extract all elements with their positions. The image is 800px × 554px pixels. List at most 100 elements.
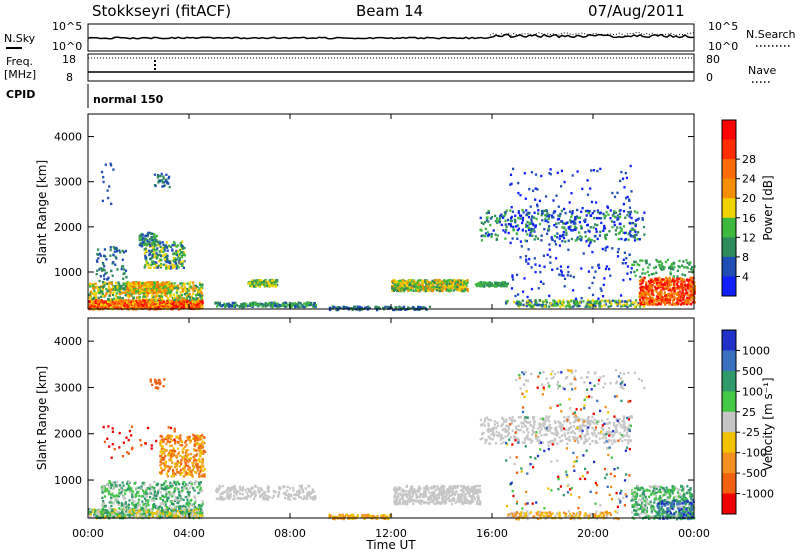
power-cell [589,242,592,245]
power-cell [628,232,631,235]
power-cell [290,305,293,308]
power-cell [144,289,147,292]
power-cell [604,249,607,252]
power-cell [595,201,598,204]
power-cell [398,289,401,292]
power-cell [530,287,533,291]
power-cell [172,252,175,256]
power-cell [597,211,600,214]
power-cell [622,225,626,228]
power-cell [200,285,203,288]
power-cell [666,296,669,299]
power-cell [136,299,139,303]
power-cell [178,259,181,263]
power-cell [122,283,125,286]
power-cell [142,243,145,246]
power-cell [166,257,169,261]
power-cell [110,306,113,309]
power-cell [154,184,157,188]
power-cell [115,246,118,250]
power-cell [680,286,683,290]
power-cell [367,305,370,308]
power-cell [411,282,414,285]
power-cell [663,292,666,295]
power-panel-frame [87,113,695,310]
power-cell [128,303,131,306]
power-cell [556,267,559,270]
power-cell [120,265,124,268]
power-cell [218,301,221,305]
power-cell [100,290,103,293]
power-cell [174,258,177,262]
power-cell [406,281,409,284]
power-cell [122,302,125,305]
power-cell [638,279,641,283]
power-cell [164,285,167,288]
power-cell [197,293,200,297]
power-cell [282,302,285,305]
nsearch-trace [489,31,695,36]
power-cell [691,265,694,269]
power-cell [127,282,130,285]
power-cell [461,282,464,285]
power-cell [693,290,696,294]
power-cell [270,282,273,285]
power-cell [639,302,642,305]
power-cell [110,287,113,291]
power-cell [446,279,449,282]
power-cell [90,306,93,309]
power-cell [157,299,160,302]
power-cell [140,236,143,240]
power-cell [603,227,606,230]
power-cell [416,306,420,309]
power-cell [689,279,692,282]
power-cell [545,214,548,217]
power-cell [143,288,146,291]
power-cell [611,225,614,229]
power-cell [198,307,201,310]
power-cell [581,207,584,210]
power-cell [156,283,159,286]
power-cell [141,233,144,236]
power-cell [644,295,647,298]
power-cell [676,277,679,280]
power-cell [199,295,202,298]
power-cell [691,279,695,282]
power-cell [121,297,124,300]
power-cell [517,293,520,296]
power-cell [163,285,166,289]
power-cell [546,232,549,235]
power-cell [97,257,100,260]
power-cell [544,209,547,213]
power-cell [307,301,311,304]
power-cell [455,280,458,283]
power-cell [436,281,439,285]
power-cell [685,259,688,262]
power-cell [557,205,560,208]
power-cell [148,290,152,293]
power-cell [183,260,186,263]
power-cell [554,210,557,213]
power-cell [169,262,172,265]
power-cell [174,285,178,289]
power-cell [617,237,620,241]
power-cell [418,285,421,288]
power-cell [165,304,169,307]
power-cell [620,294,623,297]
power-cell [645,296,648,300]
power-cell [164,253,167,257]
power-cell [270,304,273,307]
power-cell [314,304,317,307]
power-cell [656,287,659,290]
power-cell [480,234,483,238]
power-cell [155,240,158,243]
velocity-cell [94,509,97,512]
power-cell [157,286,161,289]
power-cell [644,301,648,304]
power-cell [143,285,146,288]
power-cell [112,291,115,295]
power-cell [159,293,163,297]
power-cell [152,300,155,303]
power-cell [173,282,176,285]
power-cell [572,275,575,279]
